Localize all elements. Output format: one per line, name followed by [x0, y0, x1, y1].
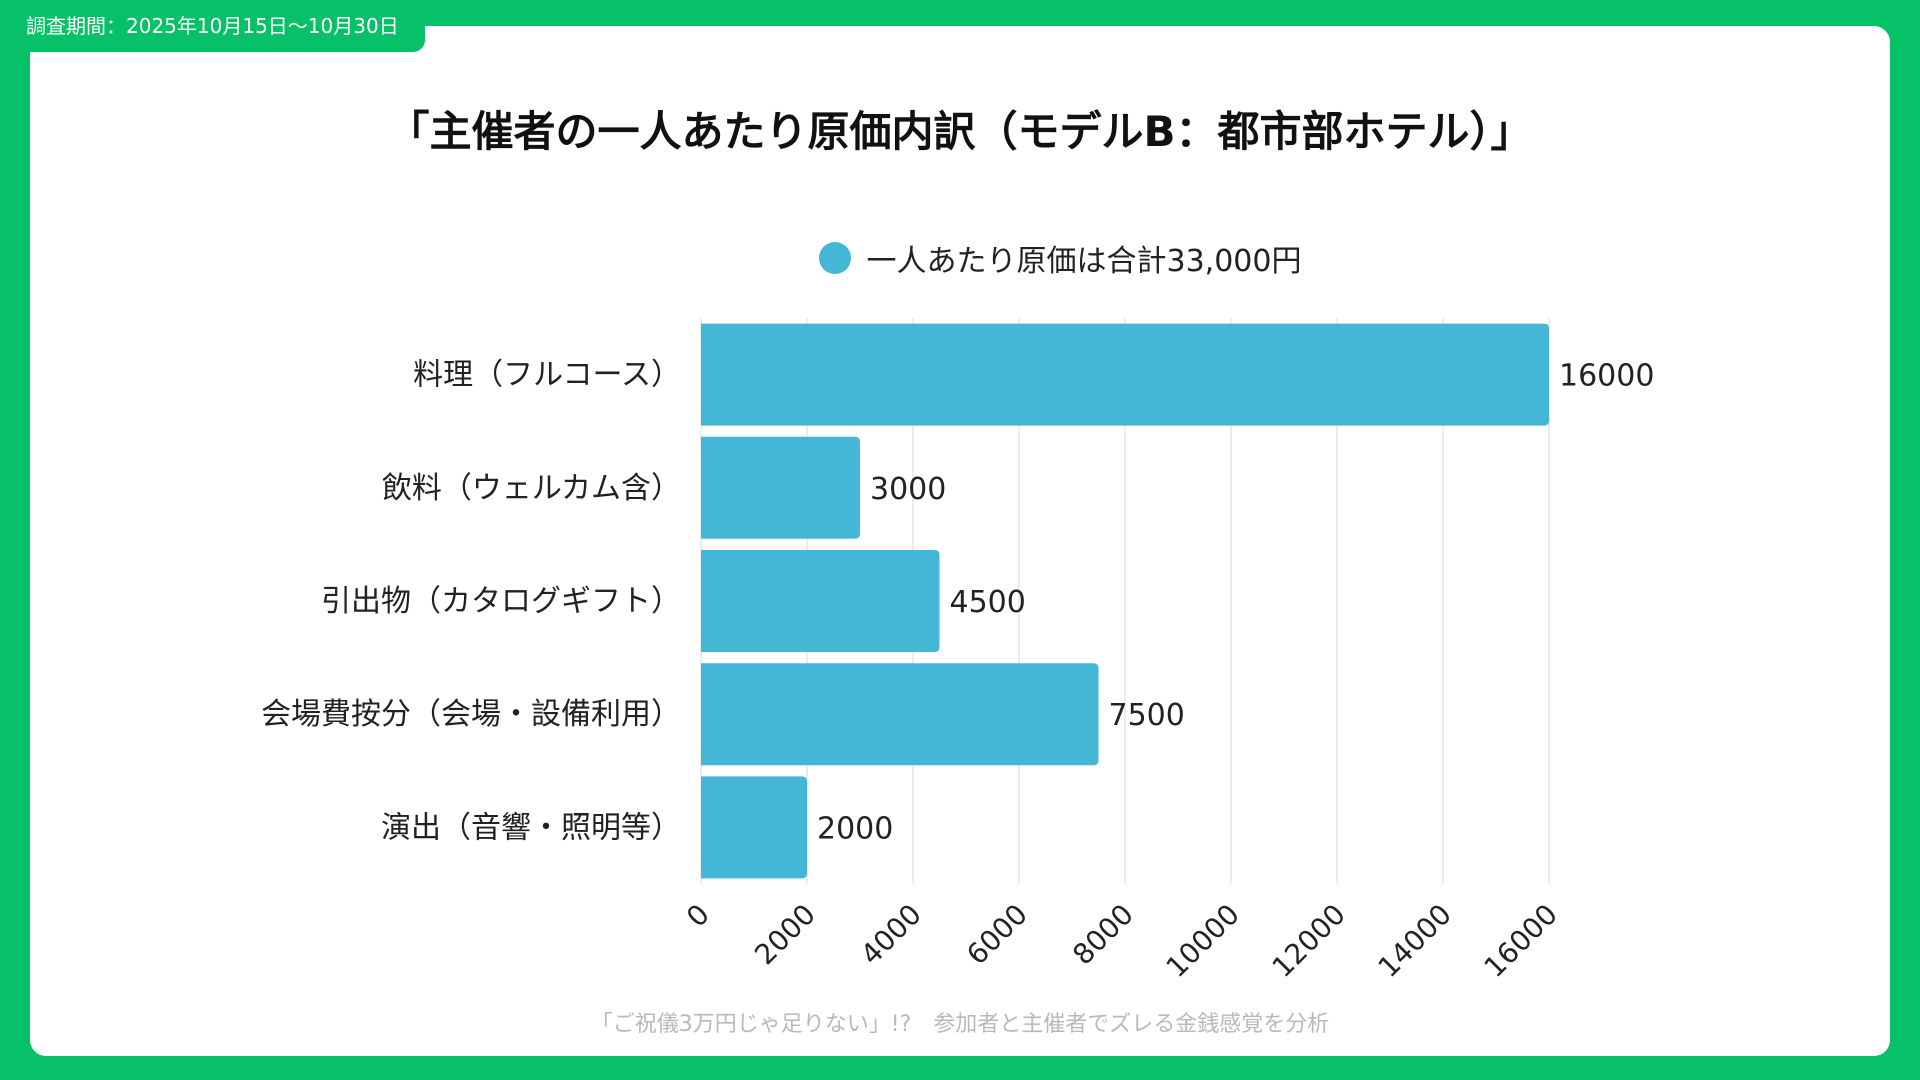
legend-label: 一人あたり原価は合計33,000円 [866, 244, 1302, 279]
bar [701, 776, 807, 879]
data-label: 2000 [817, 811, 893, 846]
x-tick-label: 4000 [854, 898, 928, 972]
bar [701, 323, 1549, 426]
chart-card [30, 26, 1890, 1056]
x-tick-label: 14000 [1372, 898, 1458, 984]
x-tick-label: 6000 [960, 898, 1034, 972]
chart-legend: 一人あたり原価は合計33,000円 [0, 236, 1920, 280]
legend-swatch [818, 242, 851, 274]
data-label: 4500 [950, 585, 1026, 620]
chart-title: 「主催者の一人あたり原価内訳（モデルB：都市部ホテル）」 [387, 107, 1533, 156]
x-tick-label: 12000 [1266, 898, 1352, 984]
x-tick-label: 0 [680, 898, 716, 934]
bar [701, 436, 860, 539]
category-label: 演出（音響・照明等） [381, 810, 681, 845]
category-label: 引出物（カタログギフト） [321, 584, 681, 619]
bar [701, 663, 1099, 766]
data-label: 3000 [870, 472, 946, 507]
x-tick-label: 10000 [1160, 898, 1246, 984]
footer-caption: 「ご祝儀3万円じゃ足りない」!? 参加者と主催者でズレる金銭感覚を分析 [590, 1012, 1330, 1037]
survey-period-label: 調査期間：2025年10月15日〜10月30日 [0, 0, 425, 52]
x-tick-label: 8000 [1066, 898, 1140, 972]
data-label: 16000 [1559, 359, 1654, 394]
x-tick-label: 16000 [1478, 898, 1564, 984]
category-label: 会場費按分（会場・設備利用） [261, 697, 681, 732]
data-label: 7500 [1109, 698, 1185, 733]
bar [701, 550, 940, 652]
x-tick-label: 2000 [748, 898, 822, 972]
category-label: 飲料（ウェルカム含） [382, 471, 681, 506]
category-label: 料理（フルコース） [413, 358, 681, 393]
